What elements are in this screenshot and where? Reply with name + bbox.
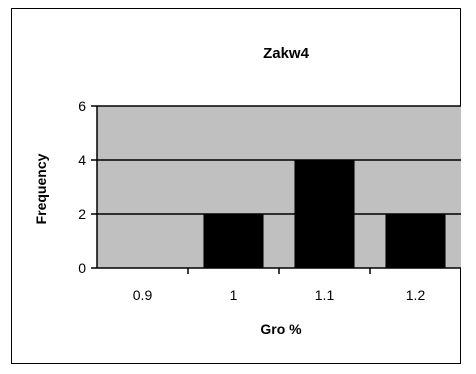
- chart-title: Zakw4: [263, 45, 310, 62]
- x-tick-label: 1: [230, 287, 238, 303]
- y-tick-label: 2: [78, 206, 86, 222]
- bar: [294, 160, 355, 268]
- y-tick-label: 6: [78, 98, 86, 114]
- x-tick-label: 1.1: [315, 287, 335, 303]
- x-axis-title: Gro %: [260, 321, 302, 337]
- y-tick-label: 0: [78, 260, 86, 276]
- y-tick-label: 4: [78, 152, 86, 168]
- x-tick-label: 0.9: [133, 287, 153, 303]
- bar: [385, 214, 446, 268]
- bar: [203, 214, 264, 268]
- x-tick-label: 1.2: [406, 287, 426, 303]
- y-axis-title: Frequency: [33, 153, 49, 224]
